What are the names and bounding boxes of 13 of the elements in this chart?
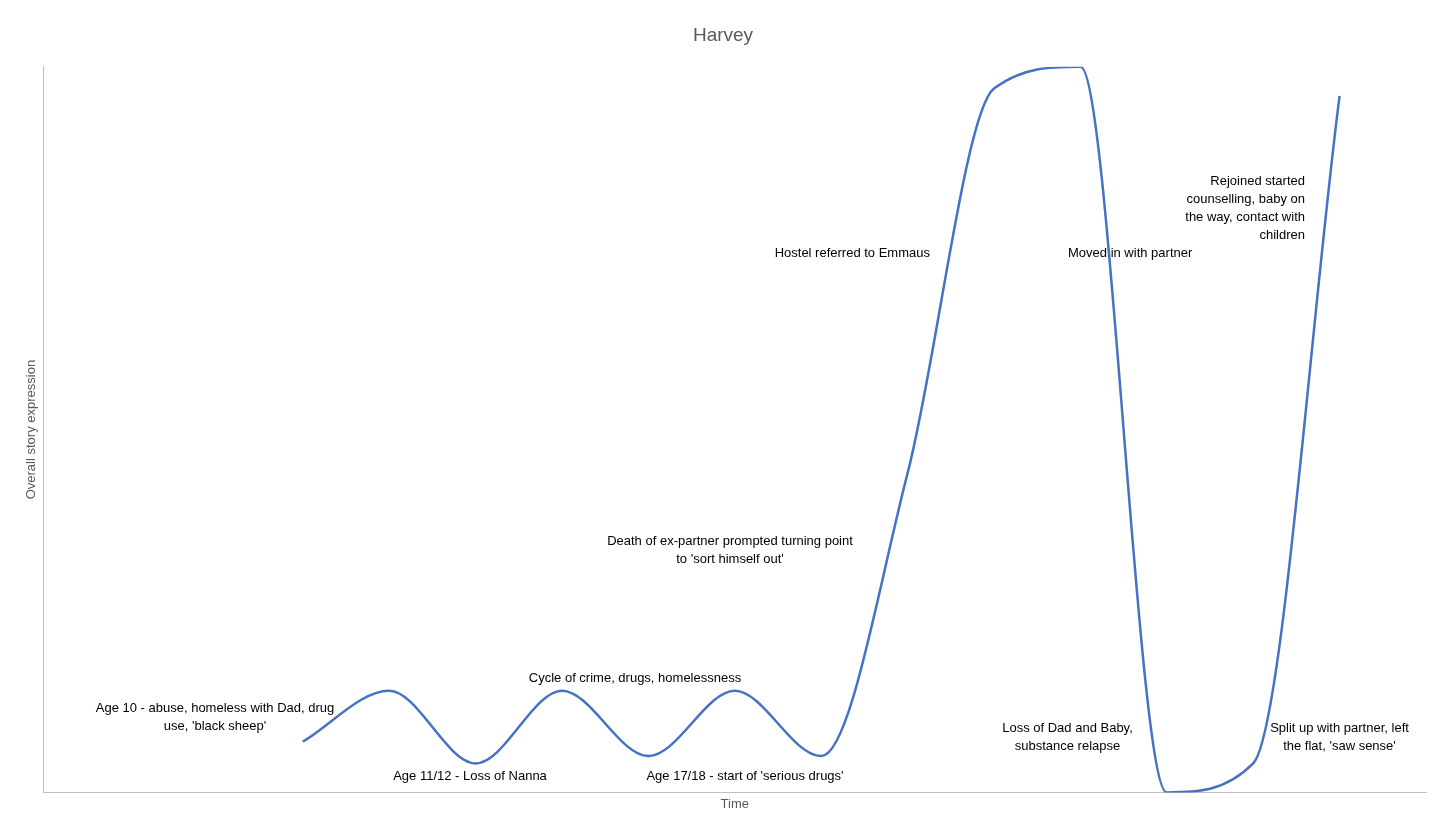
y-axis-title: Overall story expression — [23, 359, 39, 500]
annotation: Rejoined started counselling, baby on the way, contact with children — [1184, 172, 1305, 244]
chart-title: Harvey — [692, 23, 754, 45]
annotation: Death of ex-partner prompted turning point to 'sort himself out' — [606, 532, 854, 568]
x-axis-title: Time — [720, 795, 749, 811]
annotation: Moved in with partner — [1068, 244, 1194, 262]
annotation: Cycle of crime, drugs, homelessness — [527, 669, 743, 687]
annotation: Age 11/12 - Loss of Nanna — [392, 767, 548, 785]
annotation: Hostel referred to Emmaus — [773, 244, 930, 262]
annotation: Loss of Dad and Baby, substance relapse — [1001, 719, 1134, 755]
annotation: Age 17/18 - start of 'serious drugs' — [645, 767, 845, 785]
annotation: Age 10 - abuse, homeless with Dad, drug use, 'black sheep' — [95, 699, 335, 735]
annotation: Split up with partner, left the flat, 'saw sense' — [1269, 719, 1410, 755]
